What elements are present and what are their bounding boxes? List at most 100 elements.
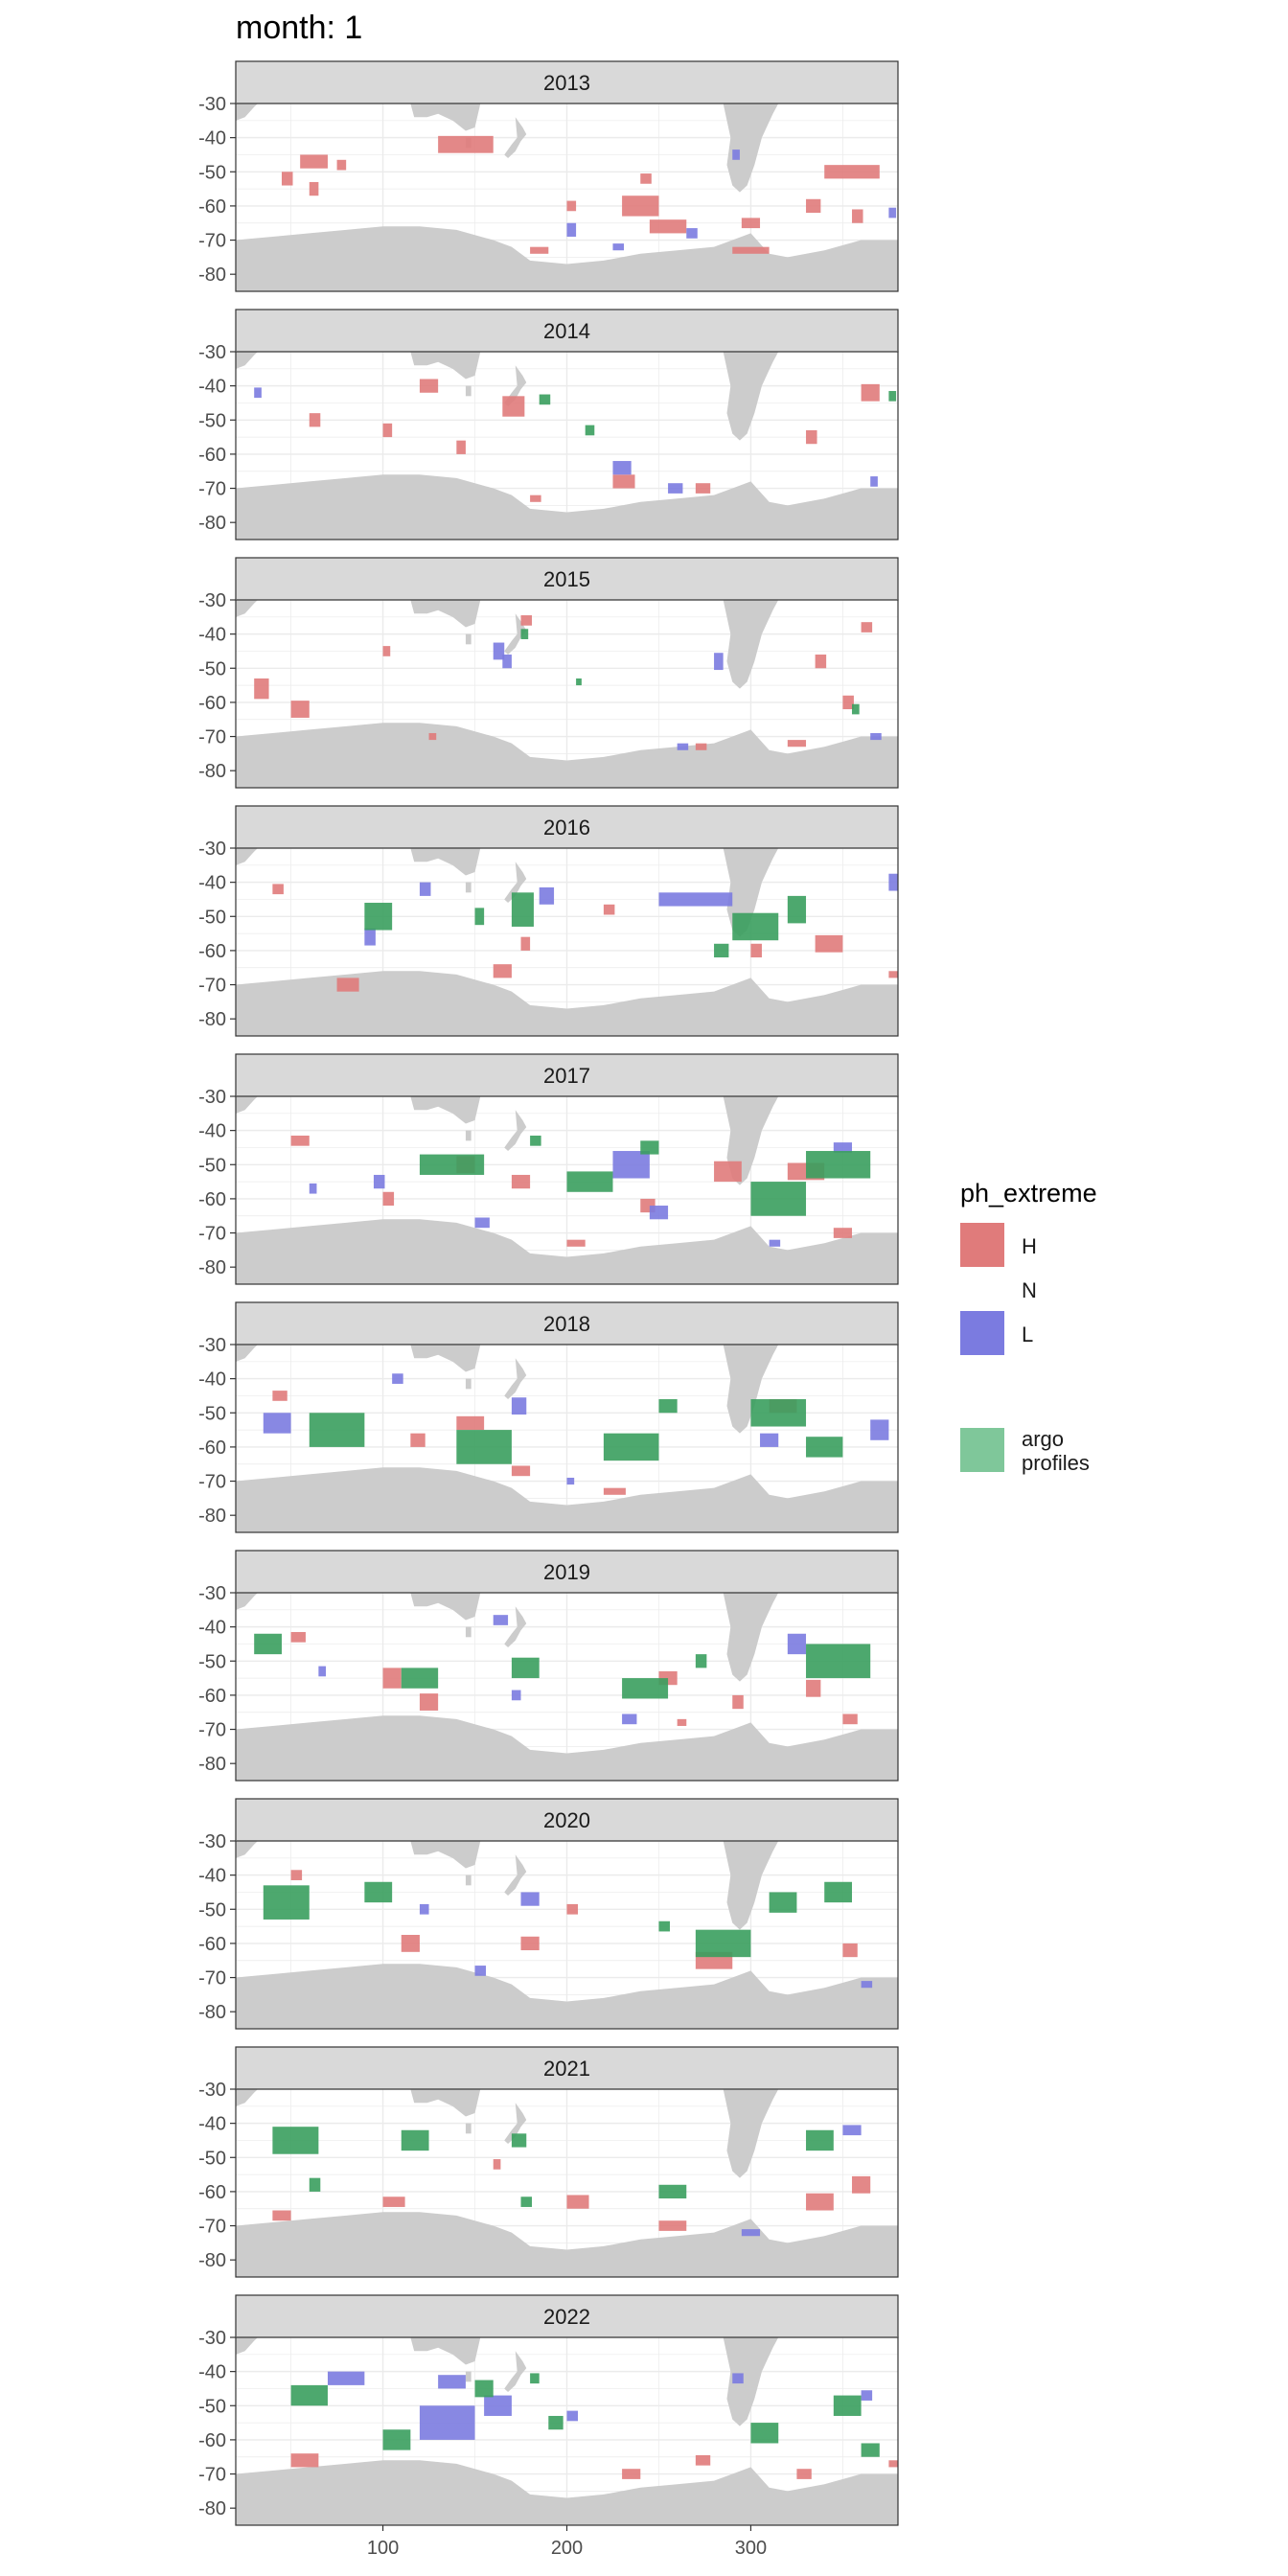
extreme-cell-argo [309, 2177, 321, 2192]
extreme-cell-l [741, 2229, 761, 2237]
y-tick-label: -70 [198, 2465, 226, 2486]
extreme-cell-argo [566, 1171, 613, 1192]
extreme-cell-h [382, 2196, 405, 2207]
extreme-cell-l [760, 1433, 779, 1447]
extreme-cell-h [456, 1415, 485, 1431]
panel-border [235, 599, 899, 789]
y-tick-label: -50 [198, 907, 226, 928]
land-mass [465, 1130, 472, 1141]
y-tick-label: -70 [198, 1224, 226, 1245]
extreme-cell-argo [622, 1678, 669, 1699]
legend-item-n: N [960, 1267, 1248, 1311]
panel-border [235, 1344, 899, 1533]
land-mass [410, 104, 481, 131]
y-tick-label: -60 [198, 941, 226, 962]
extreme-cell-h [428, 732, 437, 741]
extreme-cell-h [272, 1391, 288, 1401]
y-tick-label: -30 [198, 342, 226, 363]
extreme-cell-argo [769, 1892, 797, 1913]
land-mass [236, 1467, 898, 1532]
facet-strip [235, 60, 899, 104]
land-masses [236, 1593, 898, 1781]
y-tick-label: -40 [198, 128, 226, 150]
extreme-cell-l [686, 228, 698, 239]
facet-panel-2013: 2013 -30 -40 -50 -60 -70 -80 [198, 60, 899, 292]
land-mass [236, 2460, 898, 2525]
y-tick-label: -80 [198, 1754, 226, 1775]
land-mass [236, 848, 259, 865]
extreme-cell-argo [824, 1881, 853, 1903]
extreme-cell-argo [364, 1881, 393, 1903]
extreme-cell-l [474, 1966, 487, 1976]
facet-panel-2022: 2022 -30 -40 -50 -60 -70 -80 [198, 2294, 899, 2526]
extreme-cell-argo [520, 2196, 533, 2207]
extreme-cell-h [419, 1693, 439, 1711]
extreme-cell-l [566, 2410, 579, 2422]
extreme-cell-l [493, 642, 505, 660]
legend-label-n: N [1022, 1278, 1037, 1302]
extreme-cell-h [640, 173, 652, 184]
extreme-cell-h [254, 678, 269, 700]
extreme-cell-h [806, 1679, 821, 1697]
y-tick-label: -30 [198, 590, 226, 611]
extreme-cell-h [520, 615, 533, 626]
extreme-cell-h [382, 1668, 402, 1689]
extreme-cell-l [861, 1981, 873, 1989]
panel-border [235, 1592, 899, 1782]
extreme-cell-l [668, 483, 683, 494]
extreme-cell-argo [474, 908, 485, 926]
extreme-cell-argo [806, 1437, 843, 1458]
extreme-cell-l [502, 655, 512, 669]
extreme-cell-h [852, 2175, 871, 2194]
extreme-cell-l [870, 1419, 889, 1440]
extreme-cell-h [530, 246, 549, 254]
extreme-cell-h [787, 740, 807, 748]
extreme-cell-argo [833, 2395, 862, 2416]
extreme-cell-h [290, 1870, 303, 1880]
legend-item-h: H [960, 1223, 1248, 1267]
y-tick-label: -50 [198, 1651, 226, 1672]
extreme-cell-argo [861, 2443, 880, 2457]
legend-label-h: H [1022, 1234, 1037, 1258]
extreme-cell-l [888, 873, 898, 891]
land-mass [236, 1964, 898, 2029]
y-tick-label: -40 [198, 1618, 226, 1639]
facet-strip-label: 2014 [543, 319, 590, 343]
extreme-cell-h [852, 209, 863, 223]
extreme-cell-h [888, 2460, 898, 2468]
legend-key-l [960, 1311, 1004, 1355]
y-tick-label: -70 [198, 976, 226, 997]
y-tick-label: -50 [198, 162, 226, 183]
land-mass [236, 600, 259, 617]
extreme-cell-h [806, 2193, 834, 2211]
legend-label-argo: argo profiles [1022, 1427, 1090, 1475]
land-mass [504, 862, 527, 904]
y-tick-label: -40 [198, 1121, 226, 1142]
y-tick-label: -30 [198, 94, 226, 115]
extreme-cell-h [658, 2220, 687, 2231]
land-mass [236, 104, 259, 121]
land-mass [236, 352, 259, 369]
extreme-cell-argo [456, 1430, 512, 1464]
land-mass [236, 226, 898, 291]
land-masses [236, 1841, 898, 2029]
facet-panel-2018: 2018 -30 -40 -50 -60 -70 -80 [198, 1301, 899, 1533]
land-mass [504, 1606, 527, 1648]
y-tick-label: -50 [198, 2396, 226, 2417]
land-mass [465, 1626, 472, 1638]
y-tick-label: -60 [198, 196, 226, 218]
extreme-cell-l [327, 2371, 365, 2385]
extreme-cell-l [787, 1633, 807, 1655]
land-mass [504, 2351, 527, 2393]
land-mass [236, 474, 898, 540]
land-mass [723, 600, 779, 689]
facet-strip-label: 2018 [543, 1312, 590, 1336]
extreme-cell-h [309, 413, 321, 427]
extreme-cell-l [732, 2373, 744, 2384]
land-mass [236, 1345, 259, 1362]
extreme-cell-argo [750, 2423, 779, 2444]
extreme-cell-l [254, 387, 262, 399]
land-mass [504, 1358, 527, 1400]
extreme-cell-h [750, 943, 762, 958]
extreme-cell-h [824, 165, 880, 179]
